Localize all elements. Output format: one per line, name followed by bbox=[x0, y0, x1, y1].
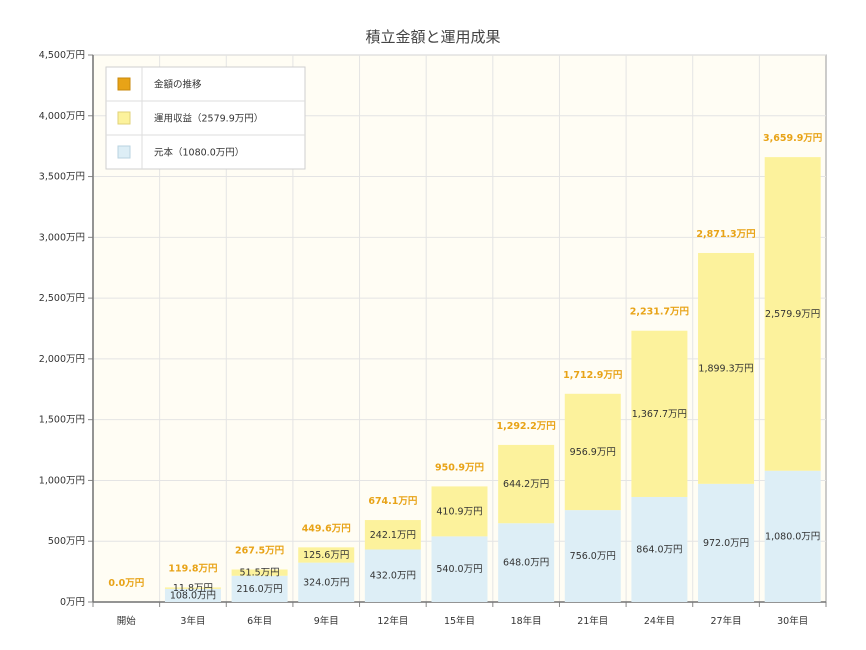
bar-principal bbox=[764, 470, 821, 602]
total-value-label: 2,231.7万円 bbox=[630, 307, 689, 318]
x-tick-label: 12年目 bbox=[377, 615, 408, 627]
earnings-value-label: 956.9万円 bbox=[570, 447, 616, 458]
bar-earnings bbox=[298, 547, 355, 563]
x-tick-label: 30年目 bbox=[777, 615, 808, 627]
x-tick-label: 15年目 bbox=[444, 615, 475, 627]
earnings-value-label: 125.6万円 bbox=[303, 550, 349, 561]
x-tick-label: 27年目 bbox=[710, 615, 741, 627]
principal-value-label: 756.0万円 bbox=[570, 551, 616, 562]
earnings-value-label: 644.2万円 bbox=[503, 479, 549, 490]
bar-earnings bbox=[764, 157, 821, 471]
bar-earnings bbox=[431, 486, 488, 537]
earnings-value-label: 11.8万円 bbox=[173, 583, 213, 594]
y-tick-label: 2,000万円 bbox=[39, 354, 85, 365]
y-tick-label: 3,500万円 bbox=[39, 172, 85, 183]
x-tick-label: 6年目 bbox=[247, 615, 272, 627]
x-tick-label: 開始 bbox=[117, 615, 137, 627]
earnings-value-label: 410.9万円 bbox=[436, 506, 482, 517]
principal-value-label: 432.0万円 bbox=[370, 571, 416, 582]
bar-earnings bbox=[231, 569, 288, 576]
earnings-value-label: 242.1万円 bbox=[370, 530, 416, 541]
y-tick-label: 2,500万円 bbox=[39, 293, 85, 304]
bar-principal bbox=[231, 575, 288, 602]
legend-label: 運用収益（2579.9万円） bbox=[154, 113, 263, 125]
y-axis: 0万円 500万円 1,000万円 1,500万円 2,000万円 2,500万円 3,00… bbox=[39, 50, 94, 608]
total-value-label: 119.8万円 bbox=[168, 563, 217, 574]
bar-principal bbox=[298, 562, 355, 602]
total-value-label: 674.1万円 bbox=[368, 496, 417, 507]
total-value-label: 2,871.3万円 bbox=[696, 229, 755, 240]
x-tick-label: 9年目 bbox=[314, 615, 339, 627]
total-value-label: 449.6万円 bbox=[302, 523, 351, 534]
bar-principal bbox=[564, 510, 621, 602]
earnings-value-label: 2,579.9万円 bbox=[765, 309, 820, 320]
bar-principal bbox=[498, 523, 555, 602]
legend-swatch bbox=[117, 77, 131, 91]
x-tick-label: 18年目 bbox=[511, 615, 542, 627]
bar-earnings bbox=[564, 393, 621, 511]
y-tick-label: 3,000万円 bbox=[39, 232, 85, 243]
bar-principal bbox=[698, 483, 755, 602]
y-tick-label: 4,000万円 bbox=[39, 111, 85, 122]
total-value-label: 1,292.2万円 bbox=[496, 421, 555, 432]
y-tick-label: 0万円 bbox=[60, 597, 85, 608]
y-tick-label: 500万円 bbox=[48, 536, 85, 547]
total-value-label: 267.5万円 bbox=[235, 545, 284, 556]
total-value-label: 3,659.9万円 bbox=[763, 133, 822, 144]
x-axis: 開始 3年目 6年目 9年目 12年目 15年目 18年目 21年目 24年目 27年目 30年目 bbox=[92, 601, 827, 627]
chart-title: 積立金額と運用成果 bbox=[365, 28, 500, 46]
principal-value-label: 108.0万円 bbox=[170, 590, 216, 601]
y-tick-label: 1,000万円 bbox=[39, 475, 85, 486]
bars bbox=[164, 157, 821, 602]
principal-value-label: 972.0万円 bbox=[703, 538, 749, 549]
principal-value-label: 216.0万円 bbox=[236, 584, 282, 595]
y-tick-label: 4,500万円 bbox=[39, 50, 85, 61]
bar-principal bbox=[164, 588, 221, 602]
principal-value-label: 540.0万円 bbox=[436, 564, 482, 575]
bar-principal bbox=[364, 549, 421, 602]
legend-label: 金額の推移 bbox=[154, 79, 202, 91]
x-tick-label: 21年目 bbox=[577, 615, 608, 627]
bar-earnings bbox=[498, 444, 555, 524]
principal-value-label: 864.0万円 bbox=[636, 544, 682, 555]
principal-value-label: 324.0万円 bbox=[303, 577, 349, 588]
bar-earnings bbox=[364, 520, 421, 550]
legend-swatch bbox=[117, 145, 131, 159]
x-tick-label: 24年目 bbox=[644, 615, 675, 627]
bar-earnings bbox=[698, 252, 755, 484]
legend-swatch bbox=[117, 111, 131, 125]
total-value-label: 1,712.9万円 bbox=[563, 370, 622, 381]
legend-label: 元本（1080.0万円） bbox=[154, 147, 244, 159]
principal-value-label: 648.0万円 bbox=[503, 558, 549, 569]
bar-earnings bbox=[631, 330, 688, 497]
principal-value-label: 1,080.0万円 bbox=[765, 531, 820, 542]
earnings-value-label: 1,367.7万円 bbox=[632, 409, 687, 420]
earnings-value-label: 51.5万円 bbox=[240, 568, 280, 579]
total-value-label: 950.9万円 bbox=[435, 462, 484, 473]
legend-box bbox=[105, 66, 306, 170]
bar-principal bbox=[631, 496, 688, 602]
bar-earnings bbox=[164, 587, 221, 589]
total-value-label: 0.0万円 bbox=[108, 578, 144, 589]
y-tick-label: 1,500万円 bbox=[39, 415, 85, 426]
x-tick-label: 3年目 bbox=[180, 615, 205, 627]
bar-principal bbox=[431, 536, 488, 602]
earnings-value-label: 1,899.3万円 bbox=[698, 363, 753, 374]
